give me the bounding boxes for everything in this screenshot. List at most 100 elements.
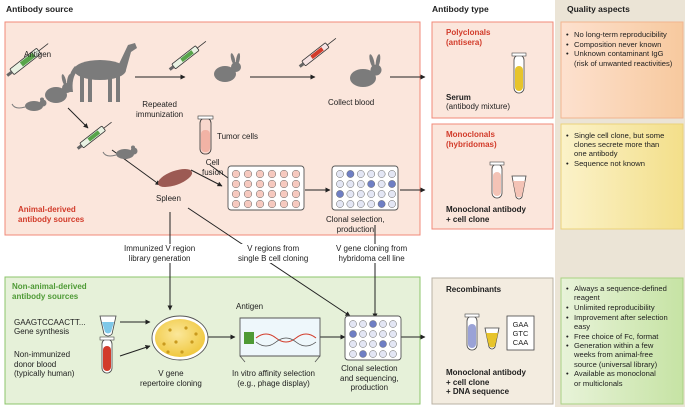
horse-icon [68,43,137,102]
arrow-spleen-to-fusion [190,169,223,187]
quality-item: Always a sequence-defined reagent [566,284,680,302]
plate-well [267,189,277,199]
syringe-icon [76,121,112,150]
rabbit-icon [214,53,241,82]
plate-well [356,170,365,178]
plate-well [346,180,355,188]
plate-well [388,180,396,188]
plate-well [359,320,367,328]
quality-item: No long-term reproducibility [566,30,680,39]
header-antibody-type: Antibody type [432,4,489,14]
arrow-mouse-to-syringe [67,107,89,129]
label-nonanimal-antigen: Antigen [236,302,264,311]
polyclonal-title: Polyclonals (antisera) [446,28,491,47]
quality-item: Unlimited reproducibility [566,303,680,312]
plate-well [367,200,376,208]
plate-well [279,199,289,209]
colony-dot [180,350,184,354]
recombinant-quality-list: Always a sequence-defined reagent Unlimi… [566,284,680,388]
label-clonal-sequencing: Clonal selection and sequencing, product… [340,364,399,392]
plate-well [336,190,344,198]
plate-well [389,320,397,328]
plate-well [346,170,355,178]
plate-well [267,169,277,179]
plate-well [291,189,301,199]
colony-dot [190,340,194,344]
plate-well [255,179,265,189]
header-antibody-source: Antibody source [6,4,74,14]
plate-well [367,170,376,178]
plate-well [349,340,357,348]
plate-well [379,340,387,348]
syringe-icon [298,37,337,68]
label-hybridoma-cloning: V gene cloning from hybridoma cell line [336,244,408,263]
codon-list: GAA GTC CAA [509,320,532,347]
plate-well [377,180,386,188]
codon-1: GAA [512,320,529,329]
plate-well [389,340,397,348]
plate-well [346,190,355,198]
header-quality-aspects: Quality aspects [567,4,630,14]
plate-well [243,169,253,179]
plate-well [388,190,396,198]
colony-dot [184,326,188,330]
plate-well [388,170,396,178]
quality-item: Unknown contaminant IgG (risk of unwante… [566,49,680,67]
plate-well [255,169,265,179]
plate-well [279,179,289,189]
plate-well [377,190,386,198]
quality-item: Available as monoclonal or multiclonals [566,369,680,387]
label-antigen: Antigen [24,50,52,59]
plate-well [231,189,241,199]
plate-well [349,320,357,328]
nonanimal-section-title: Non-animal-derived antibody sources [12,282,87,301]
plate-well [243,179,253,189]
label-repertoire-cloning: V gene repertoire cloning [140,369,202,388]
monoclonal-result: Monoclonal antibody + cell clone [446,205,526,224]
plate-well [267,179,277,189]
polyclonal-quality-list: No long-term reproducibility Composition… [566,30,680,68]
plate-well [379,320,387,328]
label-clonal-selection: Clonal selection, production [326,215,385,234]
quality-item: Free choice of Fc, format [566,332,680,341]
selection-device-icon [239,317,321,363]
colony-dot [194,332,198,336]
label-tumor-cells: Tumor cells [217,132,259,141]
label-invitro-selection: In vitro affinity selection (e.g., phage… [232,369,316,388]
animal-section-title: Animal-derived antibody sources [18,205,85,224]
clonal-plate-icon [331,165,399,211]
plate-well [349,350,357,358]
plate-well [291,179,301,189]
colony-dot [166,350,170,354]
plate-well [377,200,386,208]
plate-well [231,179,241,189]
arrow-donor-to-petri [119,345,151,357]
label-repeated-immunization: Repeated immunization [136,100,184,119]
label-immunized-library: Immunized V region library generation [124,244,196,263]
fusion-plate-icon [227,165,305,211]
label-dna-sequence: GAAGTCCAACTT... [14,318,86,327]
plate-well [389,330,397,338]
synthesis-tube-icon [99,315,117,337]
plate-well [349,330,357,338]
plate-well [359,340,367,348]
plate-well [291,199,301,209]
plate-well [279,169,289,179]
plate-well [388,200,396,208]
codon-3: CAA [512,338,529,347]
quality-item: Single cell clone, but some clones secre… [566,131,680,159]
recombinant-result: Monoclonal antibody + cell clone + DNA s… [446,368,526,396]
plate-well [279,189,289,199]
plate-well [267,199,277,209]
colony-dot [174,340,178,344]
plate-well [379,330,387,338]
plate-well [369,350,377,358]
mouse-icon [102,145,138,159]
sequencing-plate-icon [344,315,402,361]
plate-well [359,350,367,358]
plate-well [336,170,344,178]
monoclonal-tubes-icon [489,161,527,200]
plate-well [367,190,376,198]
plate-well [369,320,377,328]
